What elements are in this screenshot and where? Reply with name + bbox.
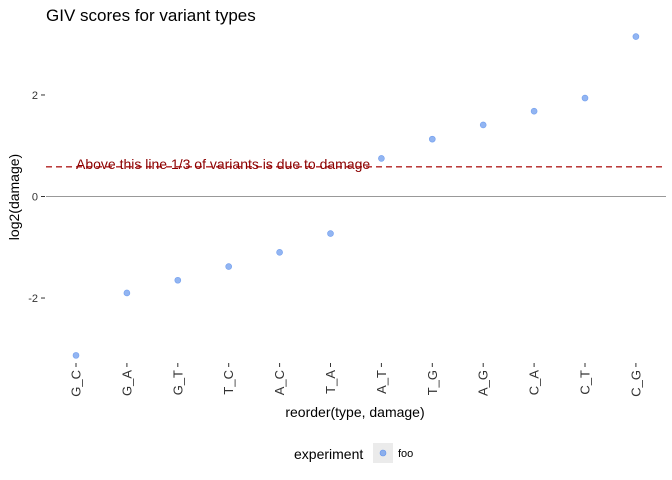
x-axis-title: reorder(type, damage)	[285, 404, 424, 420]
x-axis: G_C G_A G_T T_C A_C T_A A_T T_G A_G C_A C_T C_G	[69, 363, 643, 397]
chart-title: GIV scores for variant types	[46, 6, 256, 25]
point-a-g	[479, 121, 487, 129]
point-a-t	[378, 155, 385, 162]
point-g-c	[72, 352, 80, 359]
point-t-g	[428, 135, 436, 143]
y-axis: -2 0 2	[28, 90, 45, 305]
plot-area: Above this line 1/3 of variants is due t…	[46, 33, 666, 359]
legend-title: experiment	[294, 446, 363, 462]
threshold-annotation: Above this line 1/3 of variants is due t…	[76, 156, 370, 172]
x-tick-label: A_T	[374, 370, 389, 394]
point-g-a	[123, 289, 131, 297]
point-c-a	[530, 107, 538, 115]
x-tick-label: A_G	[476, 370, 491, 396]
legend-key-point	[379, 449, 387, 457]
x-tick-label: G_C	[69, 370, 84, 397]
legend-entry-foo: foo	[398, 448, 413, 460]
x-tick-label: C_A	[527, 370, 542, 396]
x-tick-label: T_C	[221, 370, 236, 395]
x-tick-label: T_A	[323, 370, 338, 394]
y-tick-label: 0	[32, 192, 38, 204]
point-c-t	[581, 94, 589, 102]
y-tick-label: -2	[28, 293, 38, 305]
x-tick-label: G_A	[119, 370, 134, 396]
data-points	[72, 33, 640, 359]
point-t-c	[225, 263, 232, 270]
x-tick-label: G_T	[170, 370, 185, 395]
x-tick-label: A_C	[272, 370, 287, 395]
point-t-a	[327, 230, 334, 237]
y-tick-label: 2	[32, 90, 38, 102]
x-tick-label: T_G	[425, 370, 440, 395]
point-a-c	[276, 249, 283, 256]
legend: experiment foo	[294, 443, 413, 463]
point-g-t	[174, 276, 182, 284]
x-tick-label: C_T	[578, 370, 593, 395]
x-tick-label: C_G	[628, 370, 643, 397]
y-axis-title: log2(damage)	[6, 154, 22, 240]
point-c-g	[632, 33, 640, 40]
